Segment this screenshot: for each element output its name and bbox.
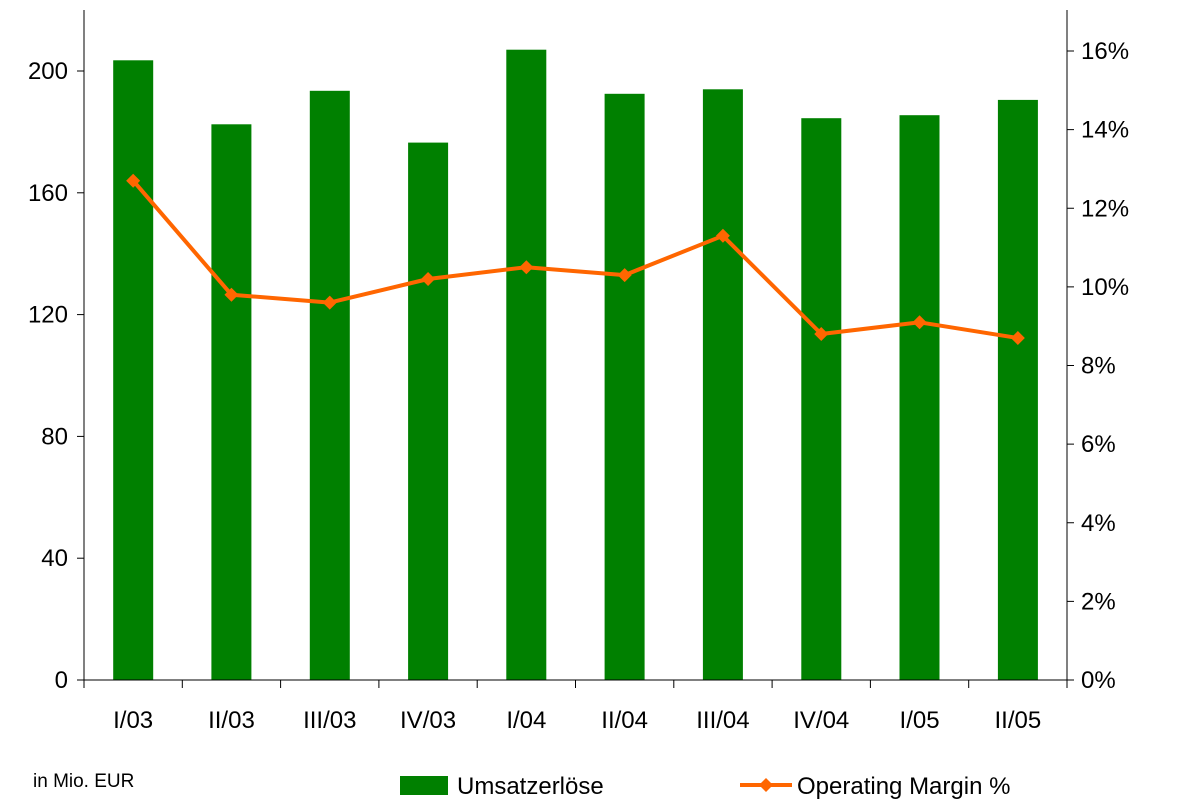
x-tick-label: II/03 <box>208 707 255 734</box>
operating-margin-line <box>131 179 1019 340</box>
x-tick-label: IV/04 <box>793 707 849 734</box>
right-tick-label: 2% <box>1081 588 1116 615</box>
right-tick-label: 14% <box>1081 117 1129 144</box>
x-tick-label: III/04 <box>696 707 749 734</box>
bar-i-05 <box>899 115 940 680</box>
legend-label-operating-margin: Operating Margin % <box>797 773 1010 800</box>
bar-ii-04 <box>604 93 645 681</box>
margin-point-ii-05 <box>1010 330 1025 345</box>
margin-point-i-03 <box>126 173 141 188</box>
margin-point-ii-04 <box>617 268 632 283</box>
bar-iii-04 <box>702 89 743 681</box>
right-tick-label: 12% <box>1081 195 1129 222</box>
bar-iv-03 <box>408 142 449 681</box>
bar-ii-05 <box>997 99 1038 680</box>
bar-ii-03 <box>211 124 252 681</box>
x-tick-label: III/03 <box>303 707 356 734</box>
x-tick-label: I/04 <box>506 707 546 734</box>
margin-point-i-05 <box>912 315 927 330</box>
bar-i-03 <box>113 60 154 681</box>
left-tick-label: 200 <box>28 58 68 85</box>
left-tick-label: 40 <box>41 545 68 572</box>
margin-point-ii-03 <box>224 287 239 302</box>
right-tick-label: 4% <box>1081 510 1116 537</box>
margin-point-iv-03 <box>421 272 436 287</box>
x-tick-label: II/04 <box>601 707 648 734</box>
right-tick-label: 10% <box>1081 274 1129 301</box>
legend-marker-operating-margin <box>759 778 773 792</box>
x-tick-label: II/05 <box>994 707 1041 734</box>
right-tick-label: 6% <box>1081 431 1116 458</box>
legend-swatch-umsatzerloese <box>400 776 448 795</box>
margin-point-iv-04 <box>814 327 829 342</box>
legend: Umsatzerlöse Operating Margin % <box>400 773 1010 800</box>
legend-label-umsatzerloese: Umsatzerlöse <box>457 773 604 800</box>
axes-layer: 0 40 80 120 160 200 0% 2% 4% 6% 8% 10% 12% 14% 16% I/03… <box>28 10 1129 734</box>
bars-layer <box>113 49 1038 681</box>
left-tick-label: 160 <box>28 180 68 207</box>
x-tick-label: I/03 <box>113 707 153 734</box>
left-tick-label: 120 <box>28 302 68 329</box>
left-tick-label: 80 <box>41 423 68 450</box>
margin-point-i-04 <box>519 260 534 275</box>
left-tick-label: 0 <box>55 667 68 694</box>
x-tick-label: IV/03 <box>400 707 456 734</box>
unit-note: in Mio. EUR <box>33 771 134 792</box>
right-tick-label: 0% <box>1081 667 1116 694</box>
bar-i-04 <box>506 49 547 680</box>
right-tick-label: 16% <box>1081 38 1129 65</box>
margin-line-layer <box>126 173 1025 345</box>
x-tick-label: I/05 <box>900 707 940 734</box>
bar-iv-04 <box>801 118 842 680</box>
right-tick-label: 8% <box>1081 353 1116 380</box>
margin-point-iii-03 <box>322 295 337 310</box>
margin-point-iii-04 <box>715 228 730 243</box>
bar-iii-03 <box>309 90 350 681</box>
